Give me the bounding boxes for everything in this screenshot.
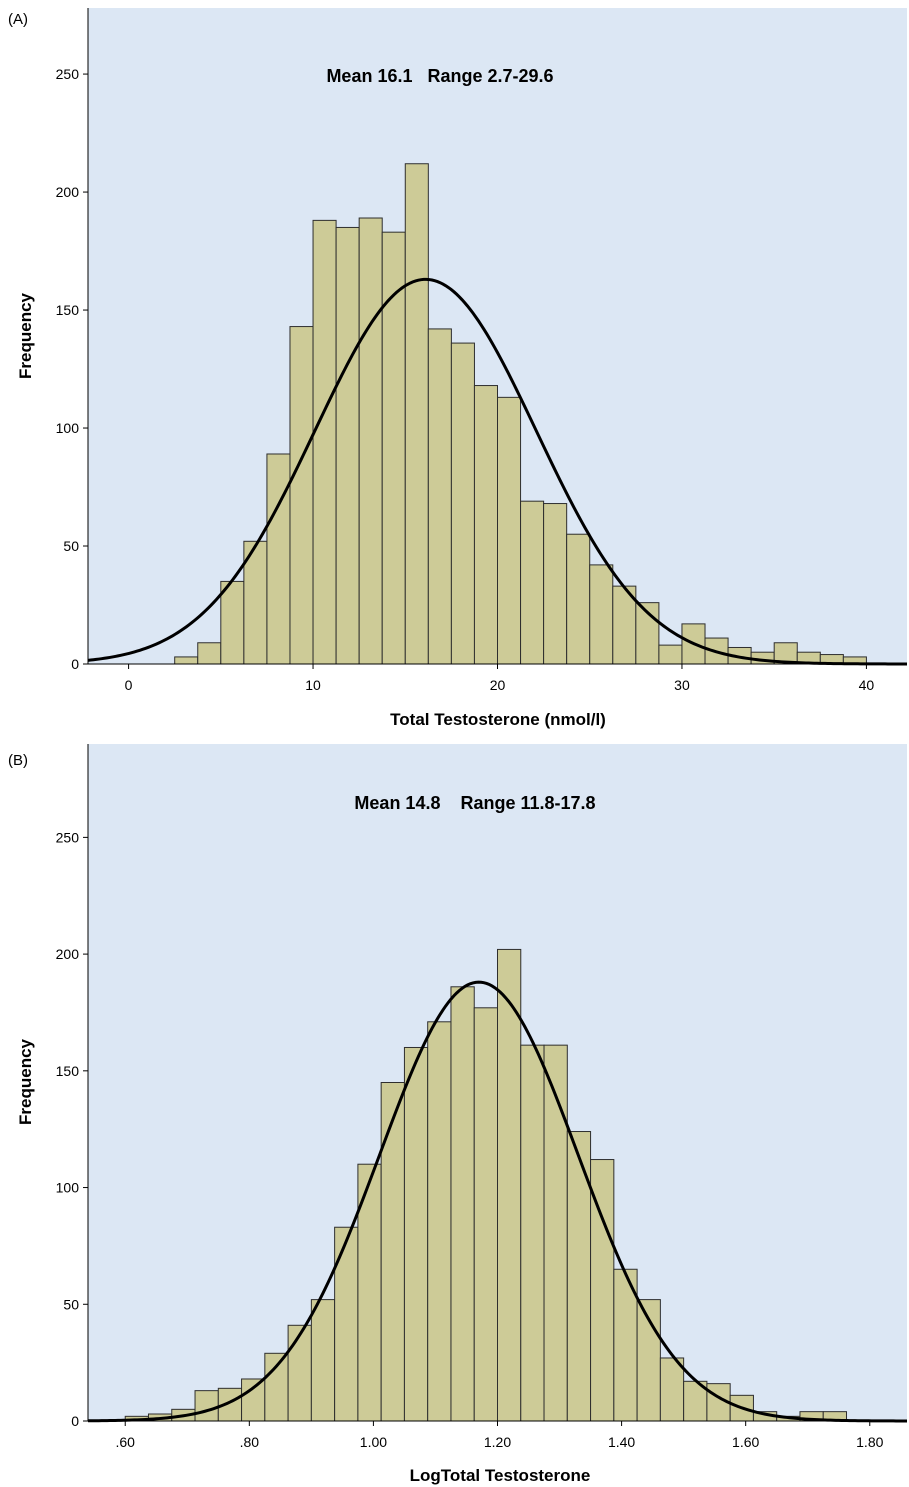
- y-axis-title-a: Frequency: [16, 292, 35, 379]
- histogram-bar: [310, 1299, 336, 1422]
- bars-a: [174, 163, 867, 665]
- bars-b: [124, 948, 848, 1422]
- x-tick-label: 0: [125, 677, 133, 693]
- x-tick-label: 1.40: [608, 1434, 635, 1450]
- histogram-bar: [450, 986, 475, 1422]
- y-tick-label: 150: [56, 302, 80, 318]
- y-tick-label: 100: [56, 1180, 80, 1196]
- normal-curve-b: [87, 980, 908, 1423]
- histogram-bar: [566, 533, 591, 665]
- panel-label-a: (A): [8, 11, 28, 28]
- histogram-bar: [194, 1390, 219, 1422]
- y-tick-label: 50: [63, 1296, 79, 1312]
- histogram-bar: [427, 328, 452, 665]
- histogram-bar: [380, 1082, 405, 1422]
- y-tick-label: 200: [56, 184, 80, 200]
- x-tick-label: 30: [674, 677, 690, 693]
- x-tick-label: 40: [859, 677, 875, 693]
- y-tick-label: 200: [56, 946, 80, 962]
- x-tick-label: .80: [240, 1434, 260, 1450]
- histogram-bar: [197, 642, 222, 665]
- annotation-a: Mean 16.1 Range 2.7-29.6: [326, 66, 553, 86]
- histogram-bar: [404, 163, 429, 665]
- y-axis-title-b: Frequency: [16, 1038, 35, 1125]
- chart-panel-b: (B) 0 50 100 150 200 250 .60 .80 1.00 1.20 1.40 1.…: [8, 744, 908, 1485]
- y-tick-label: 250: [56, 829, 80, 845]
- histogram-bar: [241, 1378, 266, 1422]
- x-tick-label: 1.60: [732, 1434, 759, 1450]
- annotation-b: Mean 14.8 Range 11.8-17.8: [354, 793, 595, 813]
- histogram-bar: [497, 948, 522, 1422]
- histogram-bar: [174, 656, 199, 665]
- histogram-bar: [403, 1046, 429, 1422]
- histogram-bar: [220, 580, 245, 665]
- histogram-bar: [473, 385, 499, 665]
- y-tick-label: 150: [56, 1063, 80, 1079]
- chart-panel-a: (A) 0 50 100 150 200 250 0 10 20 30 40 Mean 16.1 …: [8, 8, 907, 729]
- y-tick-label: 0: [71, 656, 79, 672]
- histogram-bar: [450, 342, 475, 665]
- histogram-bar: [543, 503, 568, 665]
- histogram-bar: [358, 217, 383, 665]
- histogram-bar: [266, 453, 291, 665]
- histogram-bar: [589, 564, 614, 665]
- x-axis-title-b: LogTotal Testosterone: [410, 1466, 591, 1485]
- y-ticks-b: 0 50 100 150 200 250: [56, 829, 88, 1429]
- normal-curve-a: [87, 277, 907, 666]
- histogram-bar: [520, 500, 545, 665]
- histogram-bar: [659, 1357, 685, 1422]
- histogram-bar: [335, 226, 360, 665]
- histogram-bar: [287, 1324, 312, 1422]
- x-tick-label: .60: [115, 1434, 135, 1450]
- x-tick-label: 1.00: [360, 1434, 387, 1450]
- histogram-bar: [289, 326, 314, 665]
- x-tick-label: 10: [305, 677, 321, 693]
- histogram-bar: [473, 1007, 499, 1422]
- x-ticks-b: .60 .80 1.00 1.20 1.40 1.60 1.80: [115, 1421, 884, 1450]
- histogram-bar: [264, 1352, 289, 1422]
- histogram-bar: [658, 644, 683, 665]
- histogram-bar: [497, 396, 522, 665]
- y-tick-label: 50: [63, 538, 79, 554]
- x-tick-label: 1.20: [484, 1434, 511, 1450]
- histogram-bar: [520, 1044, 545, 1422]
- x-tick-label: 1.80: [856, 1434, 883, 1450]
- y-tick-label: 250: [56, 66, 80, 82]
- x-tick-label: 20: [490, 677, 506, 693]
- panel-label-b: (B): [8, 752, 28, 769]
- histogram-bar: [334, 1226, 359, 1422]
- y-tick-label: 100: [56, 420, 80, 436]
- y-ticks-a: 0 50 100 150 200 250: [56, 66, 88, 672]
- histogram-bar: [427, 1021, 452, 1422]
- y-tick-label: 0: [71, 1413, 79, 1429]
- x-axis-title-a: Total Testosterone (nmol/l): [390, 710, 606, 729]
- histogram-bar: [312, 219, 337, 665]
- x-ticks-a: 0 10 20 30 40: [125, 664, 875, 693]
- histogram-bar: [543, 1044, 568, 1422]
